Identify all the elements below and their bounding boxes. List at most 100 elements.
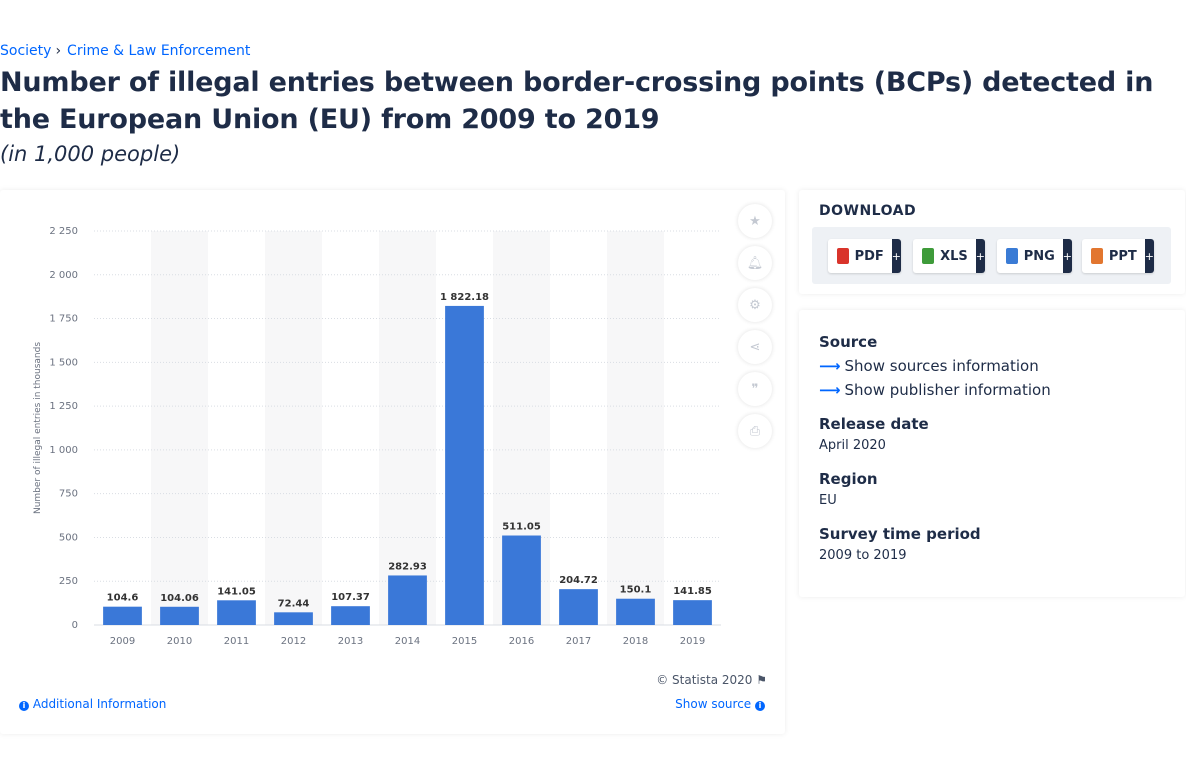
bar	[217, 600, 256, 625]
source-heading: Source	[819, 333, 878, 351]
y-tick-label: 1 750	[49, 314, 78, 325]
download-png-button[interactable]: PNG +	[997, 239, 1072, 273]
data-label: 141.85	[673, 586, 712, 597]
y-tick-label: 1 500	[49, 357, 78, 368]
data-label: 511.05	[502, 522, 541, 533]
bell-icon: 🔔︎	[746, 255, 764, 271]
region-value: EU	[819, 493, 837, 508]
copyright: © Statista 2020 ⚑	[656, 673, 767, 687]
data-label: 72.44	[278, 598, 310, 609]
share-button[interactable]: ⋖	[738, 330, 772, 364]
y-tick-label: 1 250	[49, 401, 78, 412]
column-band	[607, 231, 664, 625]
x-tick-label: 2017	[566, 636, 591, 647]
bar	[103, 606, 142, 625]
breadcrumb-crime[interactable]: Crime & Law Enforcement	[67, 43, 251, 59]
download-ppt-button[interactable]: PPT +	[1082, 239, 1154, 273]
cite-button[interactable]: ❞	[738, 372, 772, 406]
breadcrumb-society[interactable]: Society	[0, 43, 52, 59]
download-pdf-button[interactable]: PDF +	[828, 239, 901, 273]
bar	[559, 589, 598, 625]
breadcrumb-separator: ›	[55, 43, 62, 59]
data-label: 107.37	[331, 592, 370, 603]
show-sources-label: Show sources information	[844, 357, 1039, 375]
statistic-meta-card: Source ⟶ Show sources information ⟶ Show p…	[799, 310, 1185, 597]
x-tick-label: 2010	[167, 636, 192, 647]
bar	[502, 535, 541, 625]
bar	[616, 598, 655, 625]
show-source-link[interactable]: Show source i	[675, 697, 765, 711]
quote-icon: ❞	[751, 381, 759, 397]
data-label: 204.72	[559, 575, 598, 586]
pdf-file-icon	[837, 248, 849, 264]
x-tick-label: 2013	[338, 636, 363, 647]
y-tick-label: 750	[59, 489, 78, 500]
show-publisher-link[interactable]: ⟶ Show publisher information	[819, 381, 1051, 399]
download-xls-button[interactable]: XLS +	[913, 239, 985, 273]
additional-info-label: Additional Information	[32, 697, 167, 711]
bar	[160, 606, 199, 625]
column-band	[265, 231, 322, 625]
x-tick-label: 2009	[110, 636, 135, 647]
show-sources-link[interactable]: ⟶ Show sources information	[819, 357, 1039, 375]
print-button[interactable]: ⎙	[738, 414, 772, 448]
page-subtitle: (in 1,000 people)	[0, 142, 181, 166]
arrow-right-icon: ⟶	[819, 357, 841, 375]
x-tick-label: 2018	[623, 636, 648, 647]
png-file-icon	[1006, 248, 1018, 264]
star-icon: ★	[749, 213, 761, 229]
settings-button[interactable]: ⚙	[738, 288, 772, 322]
share-icon: ⋖	[749, 339, 761, 355]
flag-icon[interactable]: ⚑	[756, 673, 767, 687]
y-tick-label: 500	[59, 532, 78, 543]
page-title: Number of illegal entries between border…	[0, 67, 1154, 135]
plus-icon: +	[891, 239, 901, 273]
ppt-file-icon	[1091, 248, 1103, 264]
breadcrumb: Society › Crime & Law Enforcement	[0, 43, 250, 59]
show-source-label: Show source	[675, 697, 752, 711]
favorite-button[interactable]: ★	[738, 204, 772, 238]
gear-icon: ⚙	[749, 297, 761, 313]
bar	[274, 612, 313, 625]
chart-card: 0 250 500 750 1 000 1 250 1 500 1 750 2 000 2 250…	[0, 190, 785, 734]
download-card: DOWNLOAD PDF + XLS + PNG + PPT +	[799, 190, 1185, 294]
y-tick-label: 1 000	[49, 445, 78, 456]
bar	[673, 600, 712, 625]
copyright-text: © Statista 2020	[656, 673, 753, 687]
y-tick-label: 0	[72, 620, 78, 631]
download-buttons: PDF + XLS + PNG + PPT +	[812, 227, 1171, 284]
plus-icon: +	[1144, 239, 1154, 273]
arrow-right-icon: ⟶	[819, 381, 841, 399]
additional-info-link[interactable]: i Additional Information	[19, 697, 166, 711]
data-label: 150.1	[620, 585, 652, 596]
bar	[445, 305, 484, 625]
plus-icon: +	[975, 239, 985, 273]
plus-icon: +	[1062, 239, 1072, 273]
data-label: 1 822.18	[440, 292, 489, 303]
data-label: 141.05	[217, 586, 256, 597]
release-date-value: April 2020	[819, 438, 886, 453]
bar-chart: 0 250 500 750 1 000 1 250 1 500 1 750 2 000 2 250…	[33, 226, 721, 647]
download-png-label: PNG	[1023, 248, 1055, 264]
download-title: DOWNLOAD	[819, 203, 917, 219]
x-tick-label: 2015	[452, 636, 477, 647]
y-tick-label: 2 000	[49, 270, 78, 281]
print-icon: ⎙	[749, 423, 761, 439]
survey-period-value: 2009 to 2019	[819, 548, 907, 563]
show-publisher-label: Show publisher information	[844, 381, 1051, 399]
download-ppt-label: PPT	[1108, 248, 1137, 264]
x-tick-label: 2012	[281, 636, 306, 647]
x-tick-label: 2019	[680, 636, 705, 647]
bar	[388, 575, 427, 625]
region-heading: Region	[819, 470, 878, 488]
x-tick-label: 2014	[395, 636, 420, 647]
release-date-heading: Release date	[819, 415, 929, 433]
column-band	[151, 231, 208, 625]
y-tick-label: 250	[59, 576, 78, 587]
download-xls-label: XLS	[940, 248, 968, 264]
notify-button[interactable]: 🔔︎	[738, 246, 772, 280]
x-tick-label: 2011	[224, 636, 249, 647]
info-icon: i	[755, 701, 765, 711]
y-tick-label: 2 250	[49, 226, 78, 237]
data-label: 104.6	[107, 593, 139, 604]
